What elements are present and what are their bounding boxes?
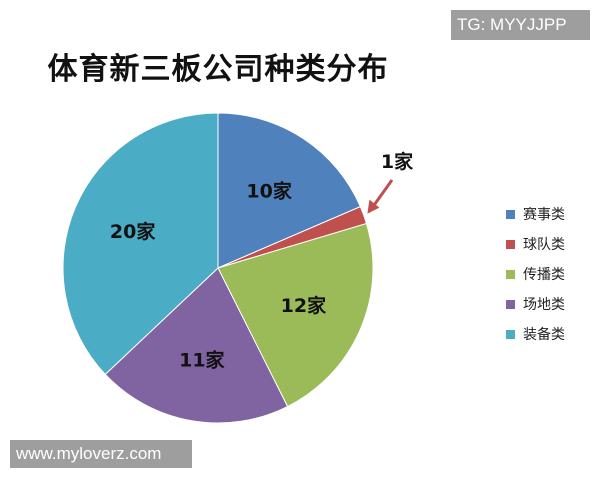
- pie-slice-2: [217, 222, 374, 408]
- arrow-head-icon: [367, 199, 380, 214]
- data-label: 20家: [110, 220, 156, 243]
- legend-swatch: [506, 209, 515, 219]
- legend-item: 传播类: [506, 259, 565, 289]
- legend-label: 装备类: [523, 327, 565, 343]
- watermark-tg: TG: MYYJJPP: [451, 10, 590, 40]
- legend-swatch: [506, 239, 515, 249]
- legend-item: 场地类: [506, 289, 565, 319]
- pie-slice-4: [62, 112, 219, 376]
- legend: 赛事类球队类传播类场地类装备类: [506, 199, 565, 349]
- legend-item: 球队类: [506, 229, 565, 259]
- legend-label: 传播类: [523, 267, 565, 283]
- pie-slice-3: [104, 267, 289, 424]
- watermark-url: www.myloverz.com: [10, 440, 192, 468]
- pie-slice-0: [217, 112, 361, 269]
- legend-item: 赛事类: [506, 199, 565, 229]
- legend-label: 赛事类: [523, 207, 565, 223]
- legend-swatch: [506, 269, 515, 279]
- legend-swatch: [506, 329, 515, 339]
- data-label: 11家: [179, 349, 225, 372]
- legend-label: 球队类: [523, 237, 565, 253]
- data-label: 12家: [281, 294, 327, 317]
- chart-title: 体育新三板公司种类分布: [47, 52, 389, 87]
- legend-item: 装备类: [506, 319, 565, 349]
- data-label: 10家: [246, 179, 292, 202]
- legend-swatch: [506, 299, 515, 309]
- data-label: 1家: [381, 150, 414, 173]
- legend-label: 场地类: [523, 297, 565, 313]
